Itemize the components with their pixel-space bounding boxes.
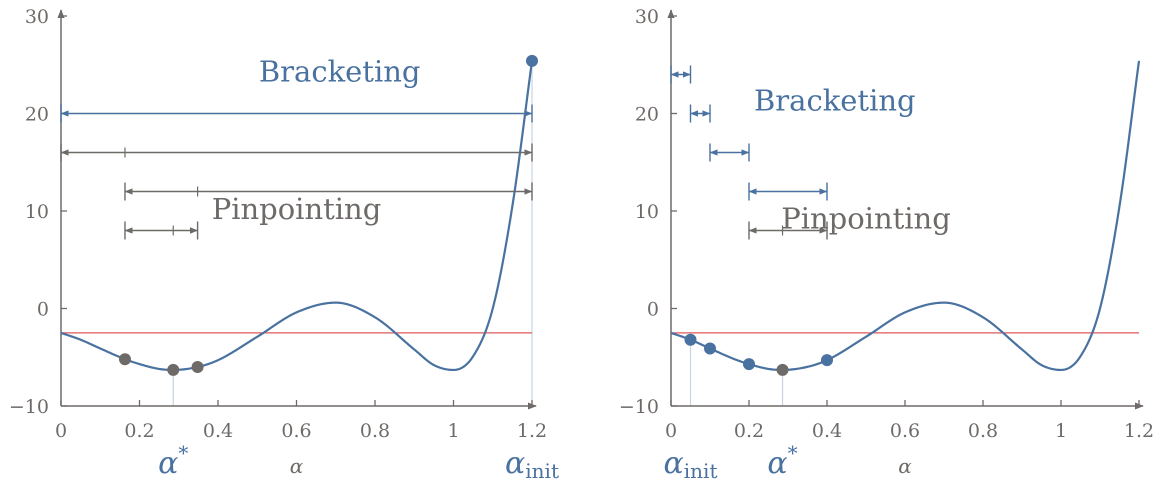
bracket-interval	[709, 143, 750, 162]
x-tick-label: 0.4	[812, 420, 842, 442]
y-tick-label: 20	[635, 104, 659, 126]
bracket-interval	[670, 65, 692, 84]
y-tick-label: 30	[635, 6, 659, 28]
bracket-point	[684, 333, 697, 346]
pinpoint-point	[118, 353, 131, 366]
alpha-superscript: *	[788, 441, 798, 465]
chart-panel-1: −10 0 10 20 30 0 0.2 0.4 0.6 0.8 1 1.2 α Bracketing Pi…	[9, 6, 559, 483]
pinpoint-interval	[124, 221, 199, 240]
x-tick-label: 1	[447, 420, 459, 442]
y-tick-label: 10	[25, 201, 49, 223]
alpha-label: α*	[158, 441, 188, 479]
x-tick-label: 0	[665, 420, 677, 442]
alpha-label: α*	[767, 441, 797, 479]
x-axis-label: α	[290, 454, 304, 478]
x-axis-label: α	[898, 454, 912, 478]
alpha-label: αinit	[664, 446, 718, 479]
y-tick-label: −10	[619, 396, 659, 418]
x-tick-label: 0.6	[281, 420, 311, 442]
bracket-interval	[689, 104, 711, 123]
alpha-subscript: init	[525, 459, 559, 479]
pinpoint-interval	[748, 221, 828, 240]
x-tick-label: 0.2	[734, 420, 764, 442]
chart-panel-2: −10 0 10 20 30 0 0.2 0.4 0.6 0.8 1 1.2 α Bracketing Pi…	[619, 6, 1154, 483]
pinpointing-label: Pinpointing	[781, 202, 951, 236]
x-tick-label: 0.6	[890, 420, 920, 442]
alpha-superscript: *	[178, 441, 188, 465]
y-tick-label: −10	[9, 396, 49, 418]
x-tick-label: 1	[1055, 420, 1067, 442]
pinpoint-point	[191, 361, 204, 373]
x-tick-label: 0.2	[124, 420, 154, 442]
bracket-point	[526, 54, 538, 67]
alpha-subscript: init	[684, 459, 718, 479]
bracket-interval	[748, 182, 828, 201]
alpha-label: αinit	[505, 446, 559, 479]
y-tick-label: 30	[25, 6, 49, 28]
pinpointing-label: Pinpointing	[212, 192, 382, 226]
pinpoint-point	[776, 363, 789, 376]
x-tick-label: 1.2	[517, 420, 547, 442]
pinpoint-point	[167, 363, 180, 376]
bracket-interval	[60, 104, 533, 123]
x-tick-label: 0.4	[203, 420, 233, 442]
y-tick-label: 0	[37, 299, 49, 321]
bracket-point	[704, 342, 716, 355]
y-tick-label: 0	[647, 299, 659, 321]
x-tick-label: 0.8	[360, 420, 390, 442]
x-tick-label: 1.2	[1124, 420, 1154, 442]
x-tick-label: 0.8	[968, 420, 998, 442]
bracket-point	[743, 358, 755, 371]
pinpoint-interval	[124, 182, 533, 201]
x-tick-label: 0	[55, 420, 67, 442]
bracket-point	[821, 354, 833, 367]
function-curve	[60, 60, 534, 372]
y-tick-label: 10	[635, 201, 659, 223]
bracketing-label: Bracketing	[259, 54, 421, 88]
pinpoint-interval	[60, 143, 533, 162]
y-tick-label: 20	[25, 104, 49, 126]
bracketing-label: Bracketing	[754, 84, 916, 118]
